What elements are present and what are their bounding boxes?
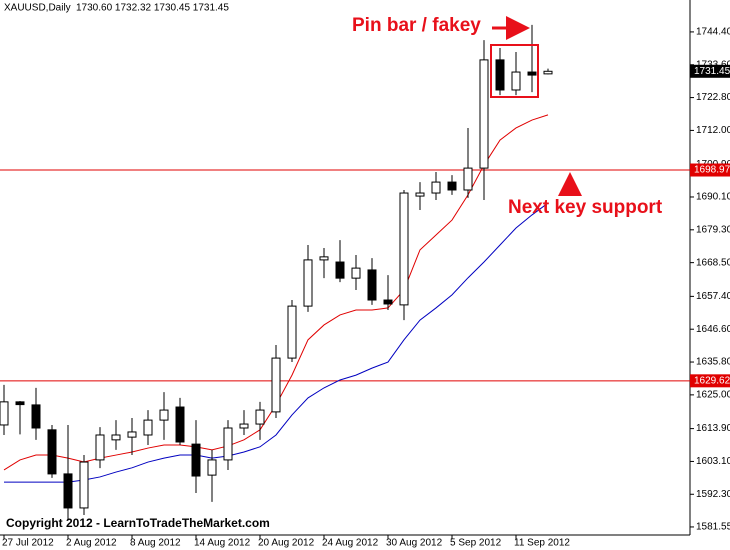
candle-body: [175, 406, 185, 443]
candle-body: [63, 473, 73, 509]
copyright: Copyright 2012 - LearnToTradeTheMarket.c…: [6, 516, 270, 530]
candle-body: [511, 71, 521, 91]
candle-body: [351, 267, 361, 279]
price-label: 1629.62: [694, 375, 730, 386]
highlight-box: [490, 44, 539, 98]
candle-body: [271, 357, 281, 413]
candle-body: [287, 305, 297, 359]
candle-body: [447, 181, 457, 191]
candle-body: [31, 404, 41, 429]
annotation: Pin bar / fakey: [352, 15, 481, 36]
candle-body: [95, 434, 105, 461]
candle-body: [79, 461, 89, 509]
candle-body: [0, 401, 9, 426]
y-tick-label: 1744.40: [696, 27, 730, 38]
moving-average: [4, 202, 549, 483]
candle-body: [383, 299, 393, 305]
y-tick-label: 1635.80: [696, 357, 730, 368]
candle-body: [335, 261, 345, 279]
y-tick-label: 1668.50: [696, 257, 730, 268]
candle-body: [543, 70, 553, 75]
candle-body: [319, 256, 329, 261]
y-tick-label: 1603.10: [696, 456, 730, 467]
candle-body: [111, 434, 121, 441]
candle-body: [527, 71, 537, 76]
chart-title: XAUUSD,Daily: [4, 3, 71, 14]
candle-body: [303, 259, 313, 307]
price-label: 1698.97: [694, 165, 730, 176]
y-tick-label: 1613.90: [696, 423, 730, 434]
x-tick-label: 30 Aug 2012: [386, 538, 443, 549]
price-label-box: [690, 374, 730, 388]
y-tick-label: 1712.00: [696, 125, 730, 136]
y-tick-label: 1679.30: [696, 224, 730, 235]
candle-body: [367, 269, 377, 301]
candle-body: [495, 59, 505, 91]
candle-body: [47, 429, 57, 475]
y-tick-label: 1581.55: [696, 522, 730, 533]
y-tick-label: 1722.80: [696, 92, 730, 103]
plot: [0, 24, 690, 521]
price-marker-label: 1731.45: [694, 66, 730, 77]
ohlc-header: 1730.60 1732.32 1730.45 1731.45: [76, 3, 229, 14]
x-tick-label: 24 Aug 2012: [322, 538, 379, 549]
candle-body: [191, 443, 201, 477]
y-tick-label: 1646.60: [696, 324, 730, 335]
candle-body: [479, 59, 489, 169]
candle-body: [463, 167, 473, 191]
candle-body: [159, 409, 169, 421]
price-label-box: [690, 163, 730, 177]
y-tick-label: 1690.10: [696, 192, 730, 203]
y-tick-label: 1625.00: [696, 390, 730, 401]
x-tick-label: 27 Jul 2012: [2, 538, 54, 549]
candle-body: [431, 181, 441, 194]
candle-body: [399, 192, 409, 306]
candle-body: [415, 192, 425, 197]
x-tick-label: 20 Aug 2012: [258, 538, 315, 549]
candle-body: [143, 419, 153, 436]
candle-body: [207, 459, 217, 476]
candle-body: [255, 409, 265, 425]
x-tick-label: 8 Aug 2012: [130, 538, 181, 549]
candle-body: [127, 431, 137, 438]
candle-body: [15, 401, 25, 406]
price-marker-box: [690, 64, 730, 78]
x-tick-label: 5 Sep 2012: [450, 538, 502, 549]
x-tick-label: 14 Aug 2012: [194, 538, 251, 549]
candle-body: [223, 427, 233, 461]
x-tick-label: 2 Aug 2012: [66, 538, 117, 549]
y-tick-label: 1657.40: [696, 291, 730, 302]
x-tick-label: 11 Sep 2012: [514, 538, 570, 549]
y-tick-label: 1592.30: [696, 489, 730, 500]
candle-body: [239, 423, 249, 429]
annotation: Next key support: [508, 197, 663, 218]
